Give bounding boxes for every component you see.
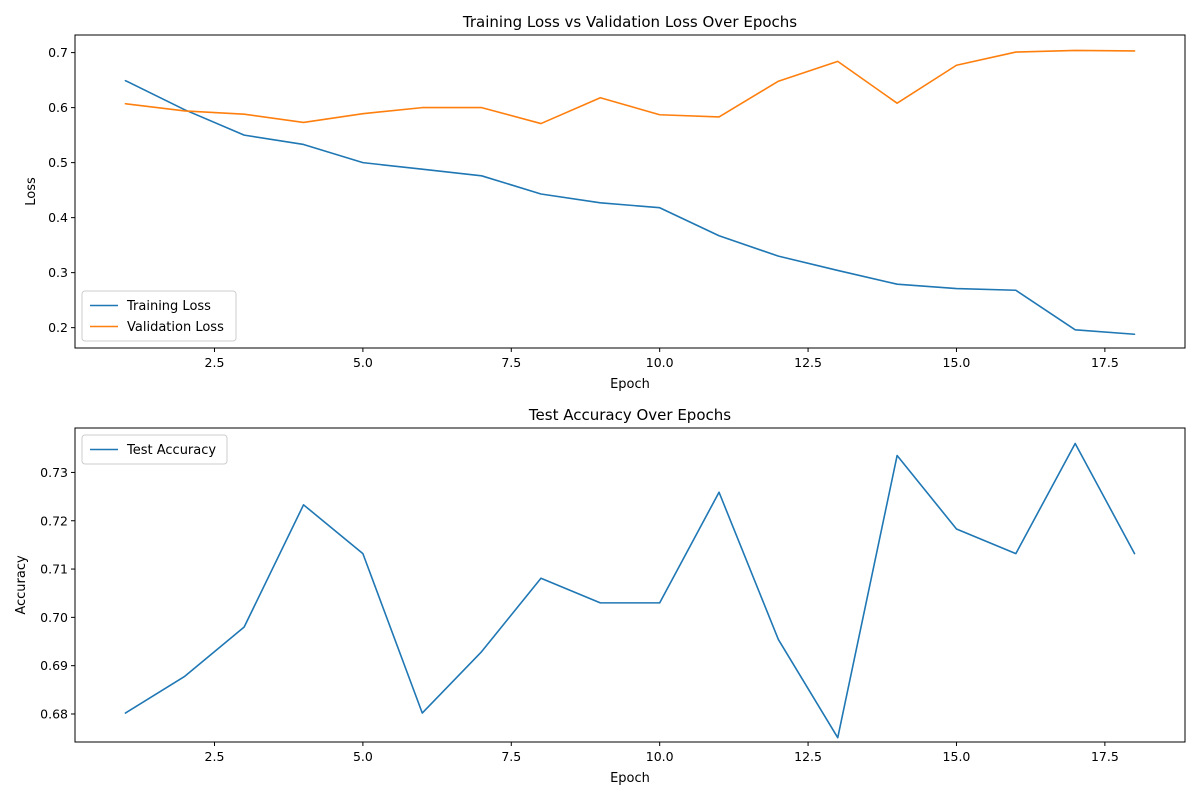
chart-1: Training Loss vs Validation Loss Over Ep… <box>24 13 1186 392</box>
x-tick-label: 5.0 <box>353 355 373 370</box>
x-tick-label: 7.5 <box>501 749 521 764</box>
legend-box <box>81 290 237 342</box>
chart-title: Test Accuracy Over Epochs <box>528 406 731 424</box>
legend: Test Accuracy <box>81 434 228 465</box>
x-axis-label: Epoch <box>610 771 650 786</box>
plot-frame <box>74 34 1186 349</box>
x-tick-label: 15.0 <box>943 749 971 764</box>
y-axis-label: Accuracy <box>14 555 29 615</box>
chart-2: Test Accuracy Over Epochs 2.5 5.0 7.5 10.0 12… <box>14 406 1186 786</box>
y-tick-label: 0.7 <box>48 45 68 60</box>
series-line-1 <box>124 442 1136 739</box>
legend: Training Loss Validation Loss <box>81 290 237 342</box>
x-tick-label: 5.0 <box>353 749 373 764</box>
y-tick-label: 0.71 <box>40 562 68 577</box>
series-line-1 <box>124 79 1136 336</box>
x-tick-label: 17.5 <box>1091 749 1119 764</box>
x-tick-label: 2.5 <box>205 749 225 764</box>
y-tick-label: 0.2 <box>48 320 68 335</box>
y-tick-label: 0.68 <box>40 706 68 721</box>
legend-box <box>81 434 228 465</box>
x-tick-label: 15.0 <box>943 355 971 370</box>
chart-title: Training Loss vs Validation Loss Over Ep… <box>462 13 797 31</box>
y-tick-label: 0.73 <box>40 465 68 480</box>
x-tick-label: 12.5 <box>794 355 822 370</box>
legend-label: Training Loss <box>126 299 211 314</box>
x-tick-label: 7.5 <box>501 355 521 370</box>
y-tick-label: 0.69 <box>40 658 68 673</box>
y-tick-label: 0.72 <box>40 513 68 528</box>
y-axis-label: Loss <box>24 177 39 206</box>
x-tick-label: 2.5 <box>205 355 225 370</box>
y-tick-label: 0.5 <box>48 155 68 170</box>
x-tick-label: 10.0 <box>646 355 674 370</box>
series-line-2 <box>124 49 1136 125</box>
legend-label: Validation Loss <box>127 320 224 335</box>
x-tick-label: 10.0 <box>646 749 674 764</box>
x-axis-label: Epoch <box>610 377 650 392</box>
plot-frame <box>74 427 1186 743</box>
x-tick-label: 17.5 <box>1091 355 1119 370</box>
y-tick-label: 0.6 <box>48 100 68 115</box>
legend-label: Test Accuracy <box>126 443 216 458</box>
y-tick-label: 0.70 <box>40 610 68 625</box>
y-tick-label: 0.3 <box>48 265 68 280</box>
y-tick-label: 0.4 <box>48 210 68 225</box>
x-tick-label: 12.5 <box>794 749 822 764</box>
